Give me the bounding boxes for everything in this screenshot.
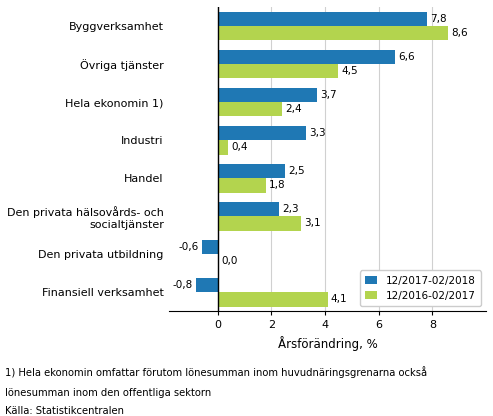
Bar (218, 163, 285, 178)
Text: -0,6: -0,6 (178, 242, 198, 252)
Bar (196, 278, 218, 292)
Text: 0,4: 0,4 (232, 142, 248, 152)
Bar (218, 126, 306, 140)
Text: 1) Hela ekonomin omfattar förutom lönesumman inom huvudnäringsgrenarna också: 1) Hela ekonomin omfattar förutom lönesu… (5, 366, 427, 378)
Bar (218, 12, 427, 26)
Bar (218, 202, 280, 216)
Bar (218, 216, 301, 230)
Text: 2,3: 2,3 (282, 204, 299, 214)
Bar (218, 178, 266, 193)
Text: -0,8: -0,8 (173, 280, 193, 290)
Bar (218, 50, 395, 64)
Legend: 12/2017-02/2018, 12/2016-02/2017: 12/2017-02/2018, 12/2016-02/2017 (360, 270, 481, 306)
Text: 6,6: 6,6 (398, 52, 415, 62)
Text: 1,8: 1,8 (269, 181, 286, 191)
Text: 4,1: 4,1 (331, 295, 348, 305)
Text: 8,6: 8,6 (452, 28, 468, 38)
Bar (218, 292, 328, 307)
Bar (218, 102, 282, 116)
Text: lönesumman inom den offentliga sektorn: lönesumman inom den offentliga sektorn (5, 388, 211, 398)
Bar (218, 26, 449, 40)
Text: 0,0: 0,0 (221, 256, 237, 266)
Bar (218, 88, 317, 102)
Text: 2,4: 2,4 (285, 104, 302, 114)
Text: 4,5: 4,5 (342, 66, 358, 76)
X-axis label: Årsförändring, %: Årsförändring, % (278, 336, 378, 351)
Bar (202, 240, 218, 254)
Text: Källa: Statistikcentralen: Källa: Statistikcentralen (5, 406, 124, 416)
Bar (218, 64, 339, 79)
Text: 3,3: 3,3 (310, 128, 326, 138)
Text: 2,5: 2,5 (288, 166, 305, 176)
Bar (218, 140, 228, 154)
Text: 7,8: 7,8 (430, 14, 447, 24)
Text: 3,1: 3,1 (304, 218, 321, 228)
Text: 3,7: 3,7 (320, 90, 337, 100)
